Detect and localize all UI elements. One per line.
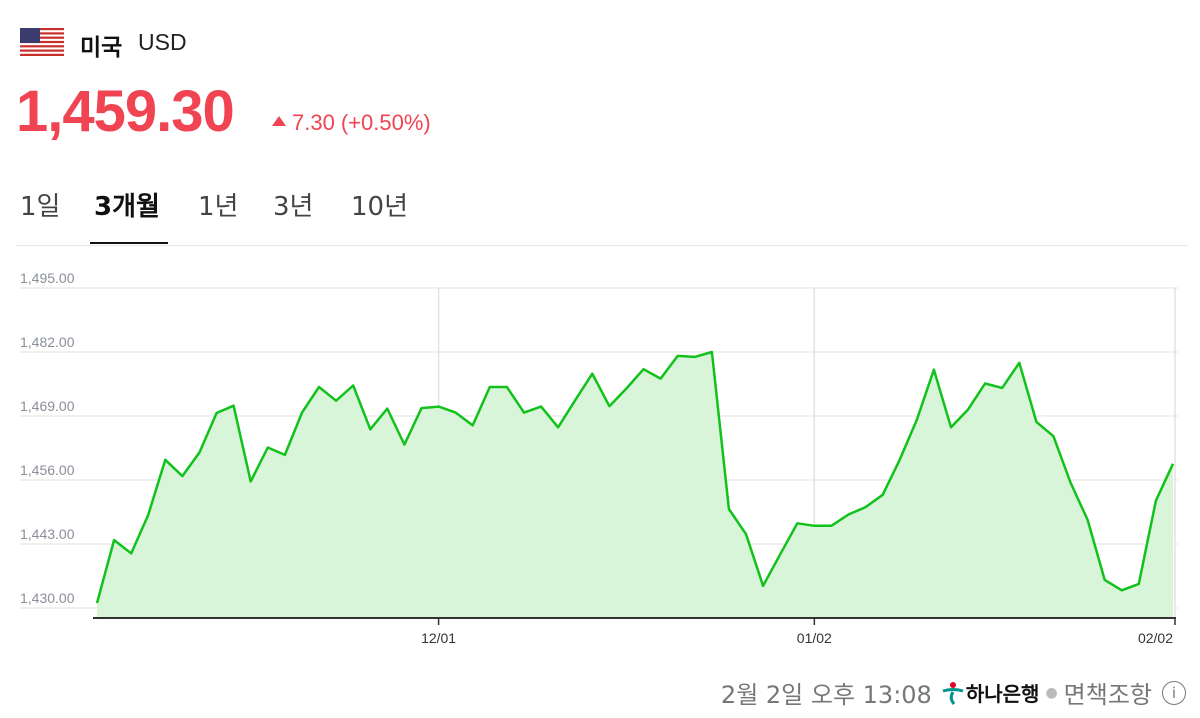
exchange-rate: 1,459.30 — [16, 79, 235, 144]
y-tick-label: 1,482.00 — [20, 334, 75, 350]
active-tab-indicator — [90, 242, 168, 244]
tab-3-years[interactable]: 3년 — [273, 192, 314, 222]
y-tick-label: 1,469.00 — [20, 398, 75, 414]
area-fill — [97, 352, 1173, 618]
footer: 2월 2일 오후 13:08 하나은행 ● 면책조항 i — [721, 675, 1186, 710]
disclaimer-link[interactable]: 면책조항 — [1063, 681, 1152, 709]
change-amount: 7.30 — [292, 110, 335, 135]
period-tabs: 1일 3개월 1년 3년 10년 — [0, 180, 1200, 246]
tab-10-years[interactable]: 10년 — [351, 192, 409, 222]
hana-bank-logo: 하나은행 — [940, 678, 1040, 707]
divider — [15, 245, 1188, 246]
rate-change: 7.30 (+0.50%) — [272, 110, 431, 136]
y-tick-label: 1,430.00 — [20, 590, 75, 606]
y-tick-label: 1,456.00 — [20, 462, 75, 478]
timestamp: 2월 2일 오후 13:08 — [720, 681, 932, 709]
tab-3-months[interactable]: 3개월 — [94, 192, 160, 222]
series-line — [95, 350, 1175, 604]
us-flag-icon — [20, 28, 64, 56]
tab-1-day[interactable]: 1일 — [20, 192, 61, 222]
bank-name: 하나은행 — [965, 682, 1040, 706]
up-triangle-icon — [272, 116, 286, 126]
y-tick-label: 1,443.00 — [20, 526, 75, 542]
change-percent: (+0.50%) — [340, 110, 431, 135]
x-tick-label: 12/01 — [421, 630, 456, 646]
info-icon[interactable]: i — [1162, 680, 1186, 705]
country-name: 미국 — [80, 35, 123, 61]
y-tick-label: 1,495.00 — [20, 270, 75, 286]
hana-bank-icon — [942, 681, 964, 705]
x-tick-label: 01/02 — [797, 630, 832, 646]
exchange-rate-chart[interactable]: 1,430.00 1,443.00 1,456.00 1,469.00 1,482.00… — [0, 260, 1200, 660]
tab-1-year[interactable]: 1년 — [198, 192, 239, 222]
x-tick-label: 02/02 — [1138, 630, 1173, 646]
currency-code: USD — [138, 29, 187, 55]
